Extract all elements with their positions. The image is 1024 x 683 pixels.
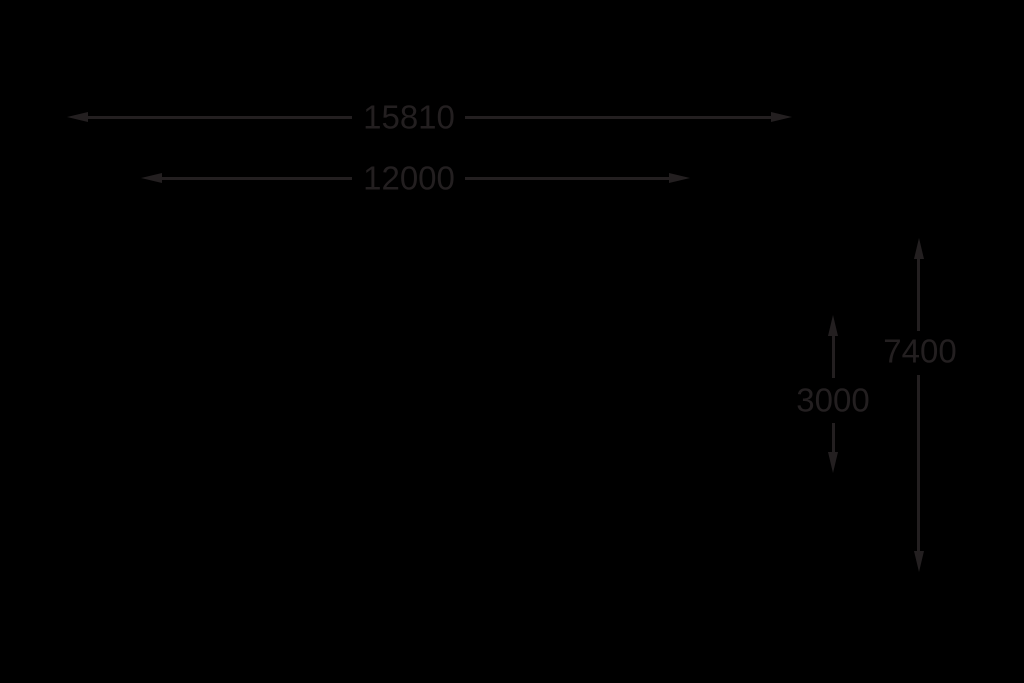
dimension-label: 7400 bbox=[883, 332, 957, 370]
arrowhead-up-icon bbox=[914, 238, 924, 259]
arrowhead-down-icon bbox=[828, 452, 838, 473]
dimension-label: 3000 bbox=[796, 381, 870, 419]
dimension-label: 15810 bbox=[363, 98, 455, 136]
dimension-line bbox=[159, 177, 352, 180]
dimension-line bbox=[832, 335, 835, 378]
arrowhead-right-icon bbox=[669, 173, 690, 183]
dimension-line bbox=[465, 116, 772, 119]
dimension-line bbox=[832, 423, 835, 453]
arrowhead-left-icon bbox=[141, 173, 162, 183]
dimension-line bbox=[917, 258, 920, 331]
dimension-line bbox=[465, 177, 670, 180]
dimension-line bbox=[917, 375, 920, 552]
arrowhead-right-icon bbox=[771, 112, 792, 122]
dimension-line bbox=[85, 116, 352, 119]
dimension-label: 12000 bbox=[363, 159, 455, 197]
arrowhead-down-icon bbox=[914, 551, 924, 572]
arrowhead-up-icon bbox=[828, 315, 838, 336]
arrowhead-left-icon bbox=[67, 112, 88, 122]
